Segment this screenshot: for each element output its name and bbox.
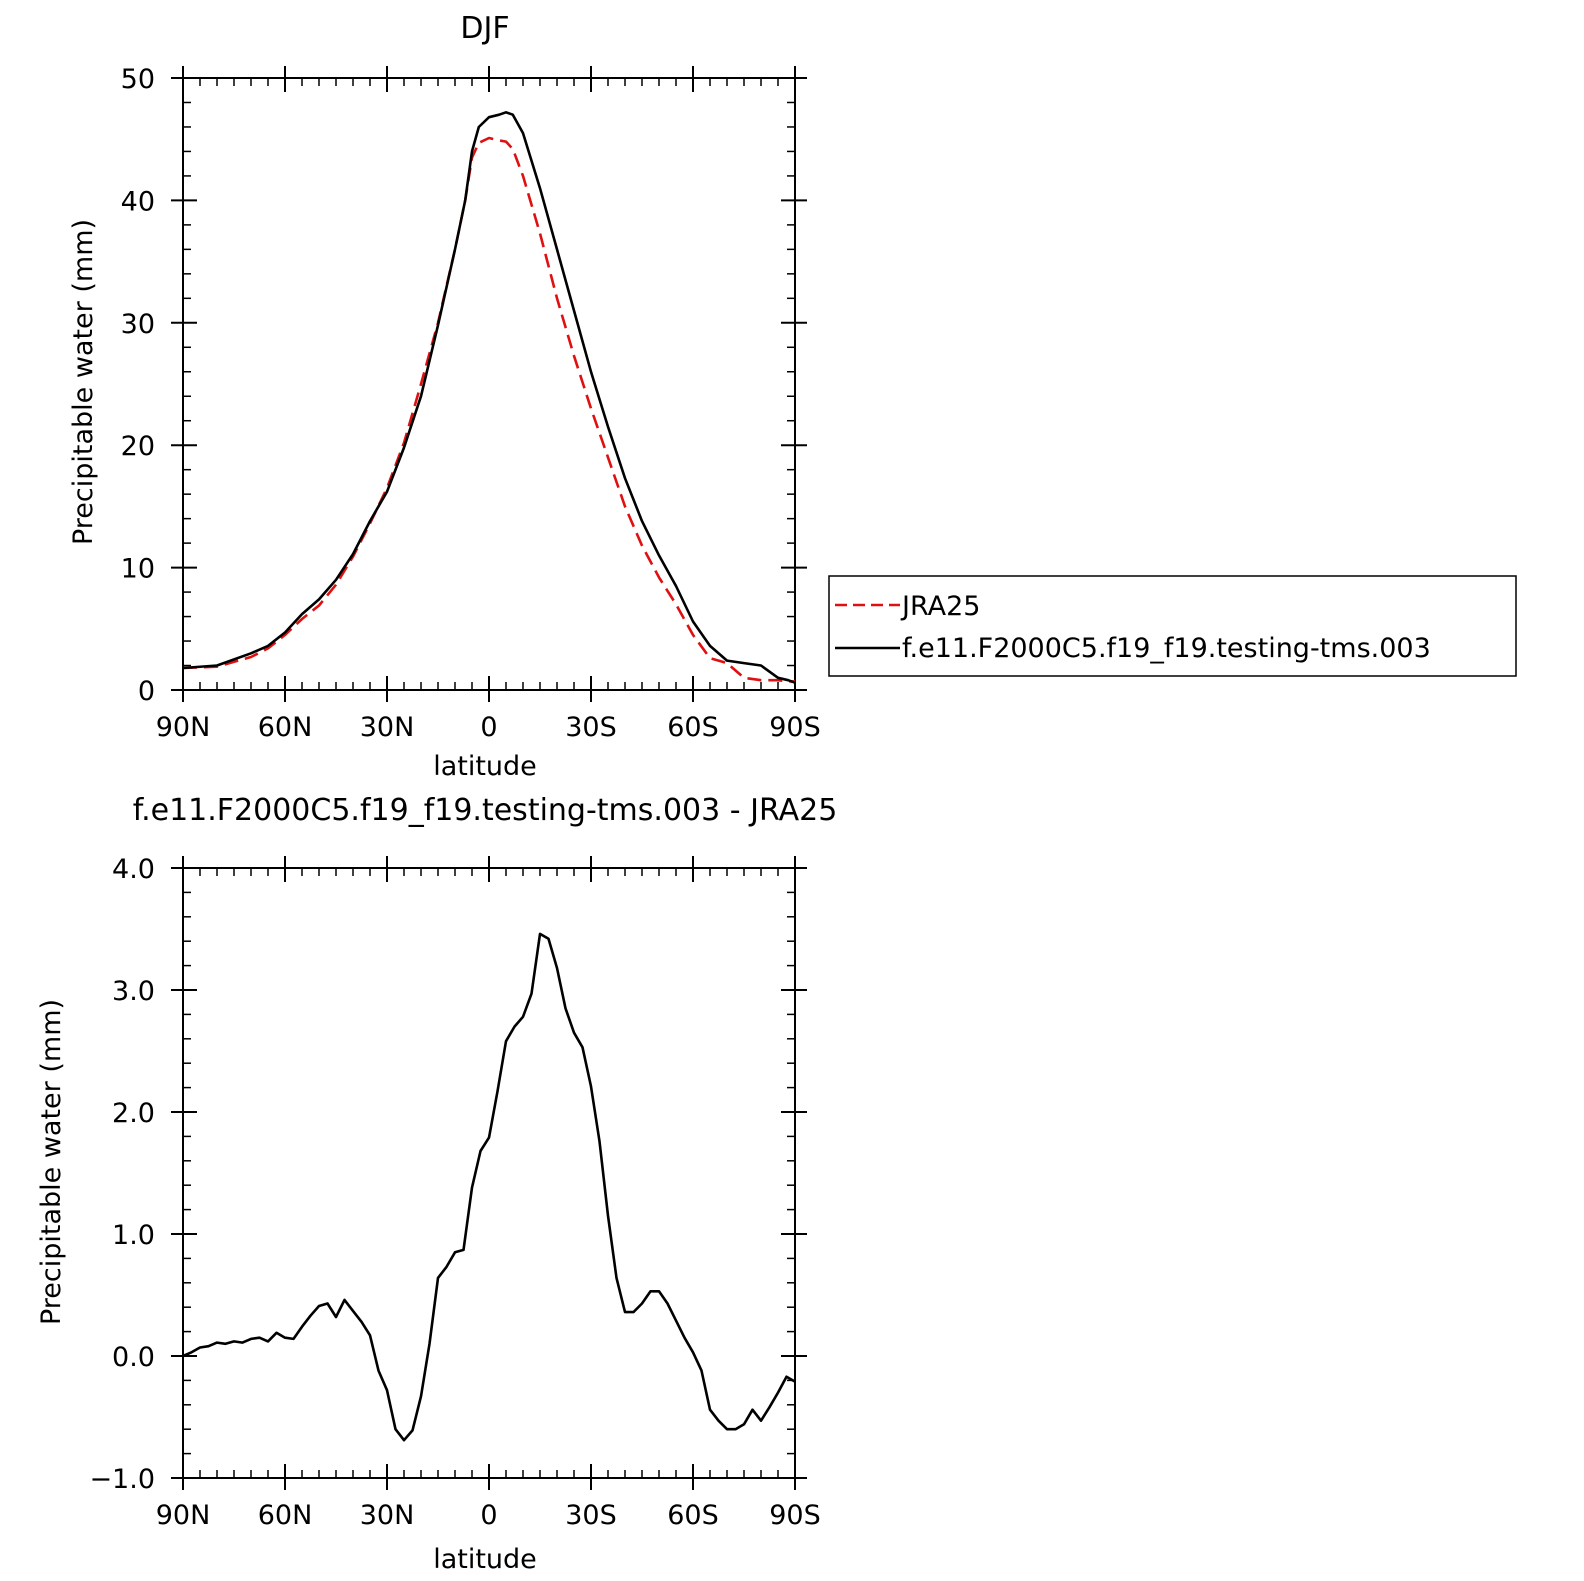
top-series-line-1 [182, 111, 796, 684]
bottom-x-axis-label: latitude [433, 1544, 537, 1575]
bottom-x-tick-label: 60N [258, 1500, 313, 1531]
bottom-y-tick-label: 1.0 [112, 1220, 155, 1251]
top-y-tick-label: 10 [121, 554, 155, 585]
top-x-tick-label: 90S [769, 712, 821, 743]
top-x-tick-label: 0 [480, 712, 497, 743]
bottom-y-tick-label: 0.0 [112, 1342, 155, 1373]
bottom-x-tick-label: 0 [480, 1500, 497, 1531]
top-x-tick-label: 60S [667, 712, 719, 743]
bottom-x-tick-label: 60S [667, 1500, 719, 1531]
top-panel: DJF 90N 60N 30N 0 30S 60S 90S 0 10 20 30 40 50 latit… [68, 11, 821, 782]
top-y-tick-label: 20 [121, 431, 155, 462]
top-series-line-0 [182, 136, 795, 683]
top-y-tick-label: 40 [121, 186, 155, 217]
bottom-x-tick-label: 30S [565, 1500, 617, 1531]
top-plot-area: 90N 60N 30N 0 30S 60S 90S 0 10 20 30 40 50 [121, 64, 821, 743]
bottom-chart-title: f.e11.F2000C5.f19_f19.testing-tms.003 - … [133, 793, 838, 828]
bottom-plot-area: 90N 60N 30N 0 30S 60S 90S −1.0 0.0 1.0 2.0 3.0 4.0 [89, 854, 820, 1531]
bottom-y-axis-label: Precipitable water (mm) [36, 999, 67, 1325]
top-plot-frame [182, 77, 796, 691]
top-y-tick-label: 50 [121, 64, 155, 95]
legend-label-model: f.e11.F2000C5.f19_f19.testing-tms.003 [902, 633, 1431, 664]
bottom-x-tick-label: 90S [769, 1500, 821, 1531]
bottom-series-line-0 [182, 932, 796, 1442]
top-chart-title: DJF [460, 11, 509, 46]
top-x-axis-label: latitude [433, 751, 537, 782]
legend-box [828, 575, 1517, 677]
top-y-tick-label: 30 [121, 309, 155, 340]
bottom-y-tick-label: 2.0 [112, 1098, 155, 1129]
bottom-y-tick-label: 4.0 [112, 854, 155, 885]
top-y-axis-label: Precipitable water (mm) [68, 219, 99, 545]
top-x-tick-label: 30S [565, 712, 617, 743]
top-x-tick-label: 90N [156, 712, 211, 743]
bottom-y-tick-label: −1.0 [89, 1464, 155, 1495]
legend-label-jra25: JRA25 [900, 591, 980, 622]
top-y-tick-label: 0 [138, 676, 155, 707]
legend: JRA25 f.e11.F2000C5.f19_f19.testing-tms.… [828, 575, 1517, 677]
bottom-plot-frame [182, 867, 796, 1479]
bottom-x-tick-label: 30N [360, 1500, 415, 1531]
bottom-panel: f.e11.F2000C5.f19_f19.testing-tms.003 - … [36, 793, 837, 1575]
bottom-x-tick-label: 90N [156, 1500, 211, 1531]
bottom-y-tick-label: 3.0 [112, 976, 155, 1007]
top-x-tick-label: 30N [360, 712, 415, 743]
top-x-tick-label: 60N [258, 712, 313, 743]
